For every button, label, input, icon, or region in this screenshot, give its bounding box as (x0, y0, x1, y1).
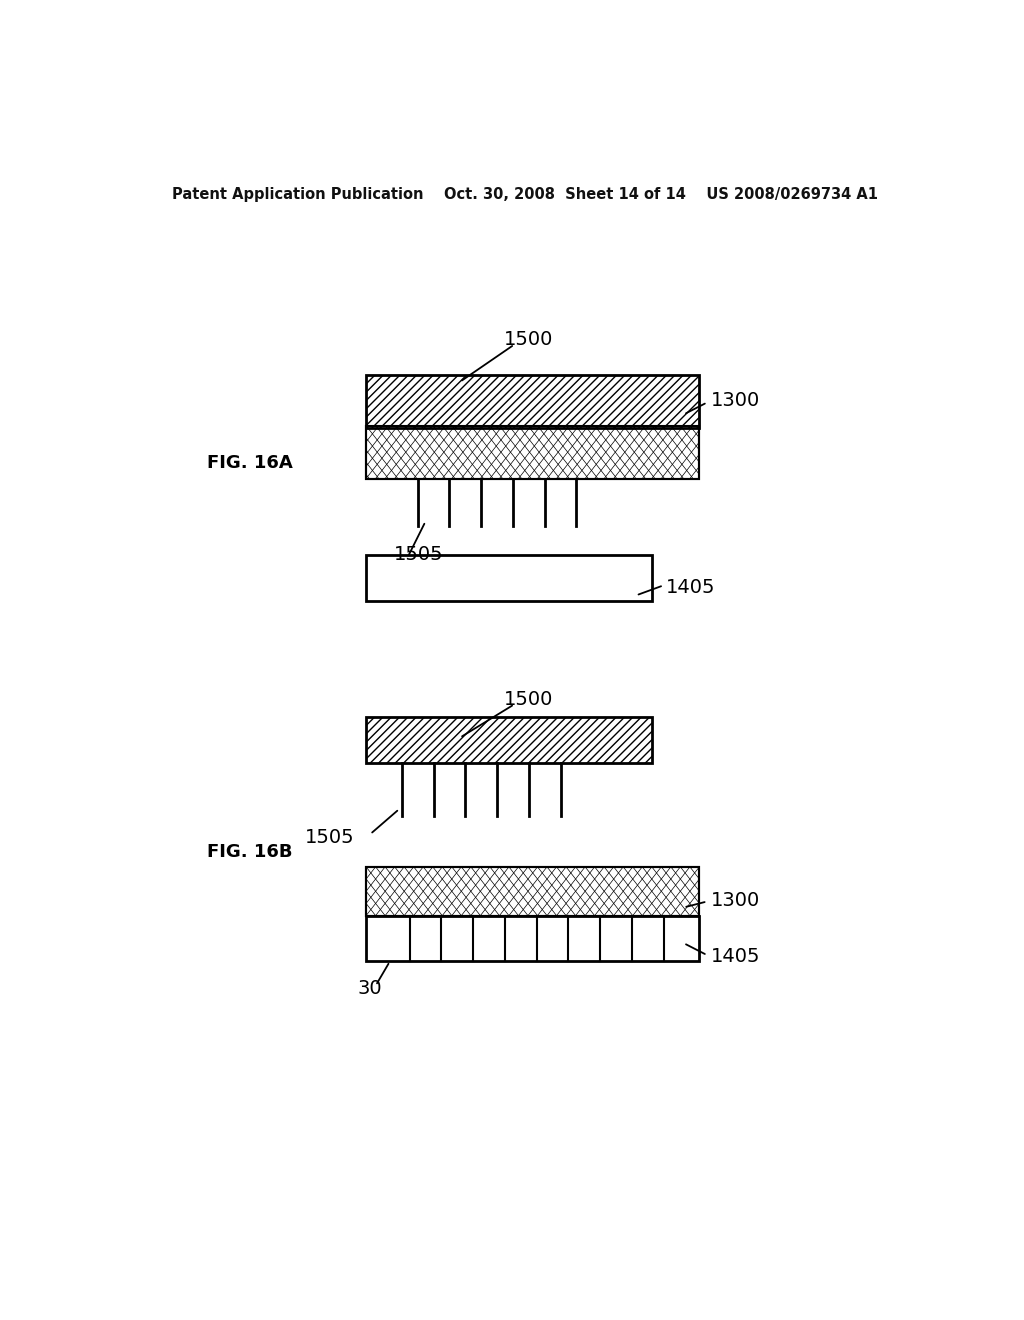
Bar (367, 867, 699, 916)
Text: 1405: 1405 (666, 578, 716, 597)
Text: 1405: 1405 (712, 946, 761, 966)
Text: 1500: 1500 (504, 689, 553, 709)
Text: 1300: 1300 (712, 891, 761, 909)
Bar (367, 426, 699, 479)
Bar (367, 916, 699, 961)
Text: 1505: 1505 (394, 545, 443, 564)
Text: 1500: 1500 (504, 330, 553, 348)
Text: 30: 30 (357, 979, 382, 998)
Bar (367, 426, 699, 479)
Text: Patent Application Publication    Oct. 30, 2008  Sheet 14 of 14    US 2008/02697: Patent Application Publication Oct. 30, … (172, 187, 878, 202)
Text: 1300: 1300 (712, 391, 761, 409)
Bar (367, 375, 699, 428)
Text: FIG. 16B: FIG. 16B (207, 842, 293, 861)
Text: FIG. 16A: FIG. 16A (207, 454, 293, 473)
Bar (367, 554, 651, 601)
Bar (367, 718, 651, 763)
Text: 1505: 1505 (304, 828, 354, 847)
Bar (367, 867, 699, 916)
